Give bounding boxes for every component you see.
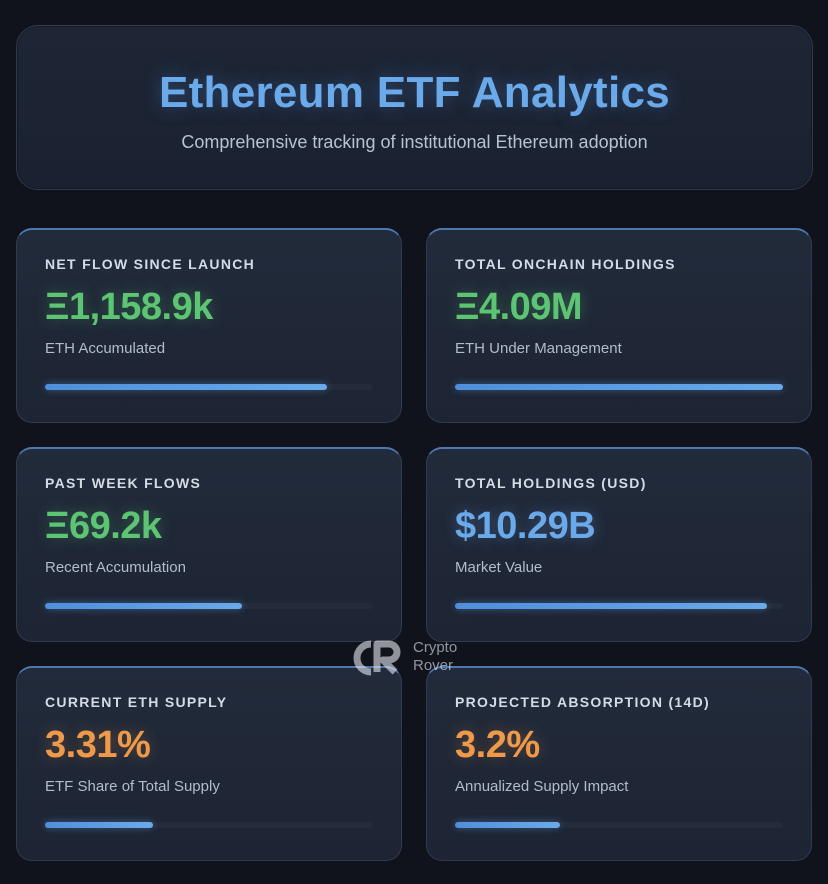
card-value: 3.31% — [45, 724, 151, 766]
card-label: CURRENT ETH SUPPLY — [45, 694, 228, 710]
progress-track — [455, 384, 783, 390]
progress-fill — [45, 384, 328, 390]
card-sublabel: ETH Under Management — [455, 340, 622, 357]
card-label: TOTAL HOLDINGS (USD) — [455, 475, 647, 491]
page-subtitle: Comprehensive tracking of institutional … — [181, 132, 648, 152]
card-net-flow: NET FLOW SINCE LAUNCH Ξ1,158.9k ETH Accu… — [16, 228, 402, 423]
watermark-line1: Crypto — [413, 639, 458, 656]
card-past-week-flows: PAST WEEK FLOWS Ξ69.2k Recent Accumulati… — [16, 447, 402, 642]
card-sublabel: ETH Accumulated — [45, 340, 166, 357]
progress-track — [455, 822, 783, 828]
progress-fill — [455, 603, 767, 609]
header-panel: Ethereum ETF Analytics Comprehensive tra… — [16, 25, 813, 190]
card-sublabel: Recent Accumulation — [45, 559, 186, 576]
card-value: Ξ69.2k — [45, 505, 162, 547]
progress-fill — [45, 603, 242, 609]
card-projected-absorption: PROJECTED ABSORPTION (14D) 3.2% Annualiz… — [426, 666, 812, 861]
progress-track — [45, 603, 373, 609]
card-holdings-usd: TOTAL HOLDINGS (USD) $10.29B Market Valu… — [426, 447, 812, 642]
progress-track — [455, 603, 783, 609]
card-sublabel: Market Value — [455, 559, 543, 576]
progress-track — [45, 384, 373, 390]
card-label: PAST WEEK FLOWS — [45, 475, 202, 491]
page-title: Ethereum ETF Analytics — [158, 68, 671, 117]
watermark-line2: Rover — [413, 657, 454, 674]
progress-fill — [455, 822, 560, 828]
progress-fill — [45, 822, 154, 828]
card-value: 3.2% — [455, 724, 540, 766]
crypto-rover-logo-icon — [353, 640, 401, 676]
card-value: $10.29B — [455, 505, 596, 547]
progress-track — [45, 822, 373, 828]
card-sublabel: ETF Share of Total Supply — [45, 778, 220, 795]
watermark: Crypto Rover — [347, 636, 487, 680]
card-label: PROJECTED ABSORPTION (14D) — [455, 694, 710, 710]
progress-fill — [455, 384, 783, 390]
card-eth-supply: CURRENT ETH SUPPLY 3.31% ETF Share of To… — [16, 666, 402, 861]
card-label: NET FLOW SINCE LAUNCH — [45, 256, 256, 272]
card-value: Ξ4.09M — [455, 286, 583, 328]
watermark-text: Crypto Rover — [413, 639, 457, 675]
card-label: TOTAL ONCHAIN HOLDINGS — [455, 256, 676, 272]
card-value: Ξ1,158.9k — [45, 286, 213, 328]
card-sublabel: Annualized Supply Impact — [455, 778, 629, 795]
card-onchain-holdings: TOTAL ONCHAIN HOLDINGS Ξ4.09M ETH Under … — [426, 228, 812, 423]
